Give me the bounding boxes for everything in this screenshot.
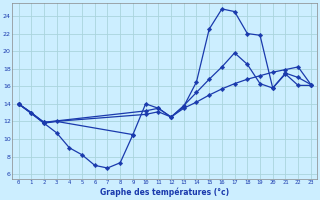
X-axis label: Graphe des températures (°c): Graphe des températures (°c) — [100, 188, 229, 197]
